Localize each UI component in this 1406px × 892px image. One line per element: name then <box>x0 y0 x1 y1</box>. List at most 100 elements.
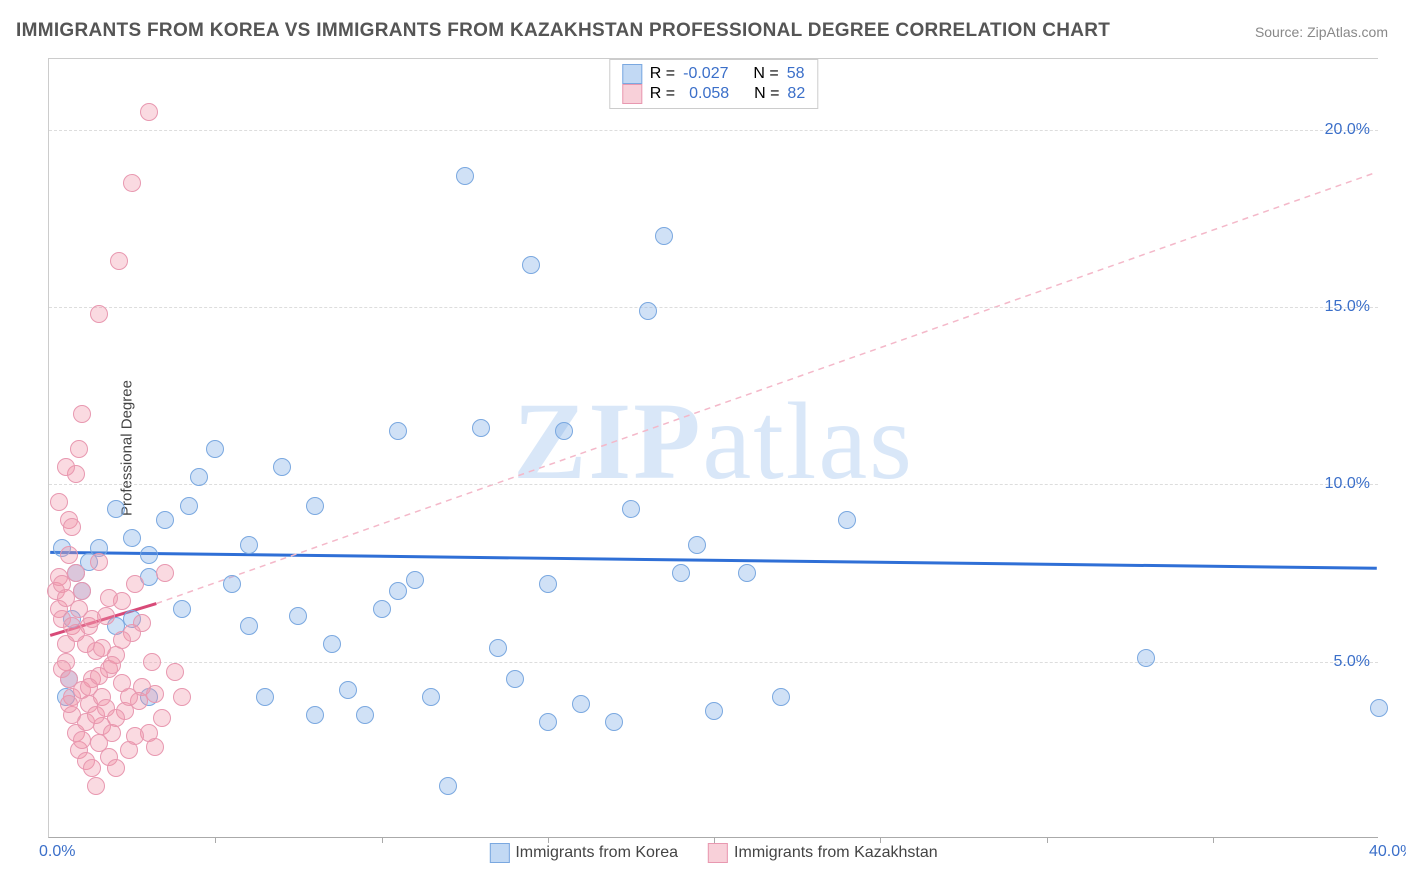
x-tick-label: 40.0% <box>1369 843 1406 861</box>
data-point <box>655 227 673 245</box>
data-point <box>73 731 91 749</box>
data-point <box>93 639 111 657</box>
data-point <box>289 607 307 625</box>
data-point <box>705 702 723 720</box>
gridline <box>49 130 1378 131</box>
data-point <box>422 688 440 706</box>
data-point <box>63 518 81 536</box>
n-label: N = <box>754 85 779 103</box>
y-tick-label: 5.0% <box>1334 653 1370 671</box>
r-label: R = <box>650 65 675 83</box>
swatch-kazakhstan-icon <box>622 84 642 104</box>
data-point <box>539 713 557 731</box>
y-tick-label: 15.0% <box>1325 298 1370 316</box>
data-point <box>323 635 341 653</box>
data-point <box>373 600 391 618</box>
legend-stats-box: R = -0.027 N = 58 R = 0.058 N = 82 <box>609 59 818 109</box>
data-point <box>472 419 490 437</box>
data-point <box>356 706 374 724</box>
data-point <box>83 610 101 628</box>
data-point <box>90 305 108 323</box>
x-tick-minor <box>714 837 715 843</box>
data-point <box>240 536 258 554</box>
data-point <box>223 575 241 593</box>
data-point <box>688 536 706 554</box>
data-point <box>156 511 174 529</box>
n-value-kazakhstan: 82 <box>787 85 805 103</box>
r-value-kazakhstan: 0.058 <box>689 85 729 103</box>
data-point <box>53 660 71 678</box>
swatch-korea-icon <box>622 64 642 84</box>
legend-label-kazakhstan: Immigrants from Kazakhstan <box>734 844 938 862</box>
legend-bottom: Immigrants from Korea Immigrants from Ka… <box>489 843 937 863</box>
swatch-kazakhstan-icon <box>708 843 728 863</box>
data-point <box>489 639 507 657</box>
data-point <box>126 575 144 593</box>
gridline <box>49 484 1378 485</box>
data-point <box>107 709 125 727</box>
data-point <box>622 500 640 518</box>
legend-item-kazakhstan: Immigrants from Kazakhstan <box>708 843 938 863</box>
r-label: R = <box>650 85 675 103</box>
y-tick-label: 20.0% <box>1325 121 1370 139</box>
data-point <box>772 688 790 706</box>
n-value-korea: 58 <box>787 65 805 83</box>
data-point <box>140 103 158 121</box>
data-point <box>306 706 324 724</box>
data-point <box>506 670 524 688</box>
legend-item-korea: Immigrants from Korea <box>489 843 678 863</box>
data-point <box>672 564 690 582</box>
data-point <box>339 681 357 699</box>
data-point <box>273 458 291 476</box>
data-point <box>156 564 174 582</box>
data-point <box>522 256 540 274</box>
legend-stats-row-kazakhstan: R = 0.058 N = 82 <box>622 84 805 104</box>
data-point <box>103 656 121 674</box>
data-point <box>439 777 457 795</box>
data-point <box>153 709 171 727</box>
x-tick-minor <box>880 837 881 843</box>
data-point <box>70 440 88 458</box>
data-point <box>60 695 78 713</box>
data-point <box>555 422 573 440</box>
data-point <box>123 174 141 192</box>
data-point <box>50 493 68 511</box>
data-point <box>143 653 161 671</box>
x-tick-minor <box>1213 837 1214 843</box>
data-point <box>166 663 184 681</box>
x-tick-minor <box>1047 837 1048 843</box>
data-point <box>60 546 78 564</box>
data-point <box>67 564 85 582</box>
data-point <box>73 582 91 600</box>
gridline <box>49 662 1378 663</box>
x-tick-label: 0.0% <box>39 843 75 861</box>
scatter-plot-area: Professional Degree ZIPatlas R = -0.027 … <box>48 58 1378 838</box>
data-point <box>256 688 274 706</box>
y-axis-label: Professional Degree <box>118 380 135 516</box>
x-tick-minor <box>382 837 383 843</box>
legend-stats-row-korea: R = -0.027 N = 58 <box>622 64 805 84</box>
data-point <box>173 600 191 618</box>
r-value-korea: -0.027 <box>683 65 728 83</box>
data-point <box>838 511 856 529</box>
data-point <box>120 688 138 706</box>
data-point <box>306 497 324 515</box>
data-point <box>406 571 424 589</box>
data-point <box>180 497 198 515</box>
data-point <box>539 575 557 593</box>
data-point <box>240 617 258 635</box>
data-point <box>133 614 151 632</box>
legend-label-korea: Immigrants from Korea <box>515 844 678 862</box>
data-point <box>113 631 131 649</box>
data-point <box>389 582 407 600</box>
source-attribution: Source: ZipAtlas.com <box>1255 24 1388 40</box>
data-point <box>738 564 756 582</box>
data-point <box>77 635 95 653</box>
data-point <box>1137 649 1155 667</box>
x-tick-minor <box>215 837 216 843</box>
x-tick-minor <box>548 837 549 843</box>
y-tick-label: 10.0% <box>1325 475 1370 493</box>
data-point <box>87 777 105 795</box>
data-point <box>173 688 191 706</box>
data-point <box>140 546 158 564</box>
